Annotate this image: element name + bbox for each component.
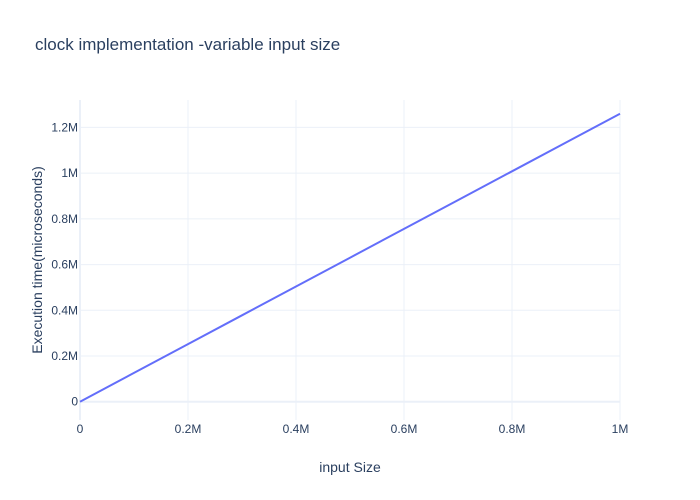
y-tick-label: 1M	[61, 166, 78, 180]
x-tick-label: 0.6M	[391, 422, 418, 436]
y-tick-label: 0.2M	[51, 349, 78, 363]
y-tick-label: 0	[71, 395, 78, 409]
grid-lines	[79, 100, 621, 420]
x-axis-title: input Size	[319, 459, 381, 475]
y-axis-ticks: 0 0.2M 0.4M 0.6M 0.8M 1M 1.2M	[51, 120, 78, 408]
x-tick-label: 0	[77, 422, 84, 436]
y-tick-label: 0.6M	[51, 258, 78, 272]
y-tick-label: 1.2M	[51, 120, 78, 134]
series-layer	[79, 112, 621, 403]
chart-title: clock implementation -variable input siz…	[35, 35, 340, 54]
x-tick-label: 0.2M	[175, 422, 202, 436]
x-axis-ticks: 0 0.2M 0.4M 0.6M 0.8M 1M	[77, 422, 629, 436]
y-axis-title: Execution time(microseconds)	[29, 166, 45, 354]
x-tick-label: 0.4M	[283, 422, 310, 436]
y-tick-label: 0.8M	[51, 212, 78, 226]
x-tick-label: 0.8M	[499, 422, 526, 436]
y-tick-label: 0.4M	[51, 303, 78, 317]
x-tick-label: 1M	[612, 422, 629, 436]
series-line	[79, 112, 621, 403]
